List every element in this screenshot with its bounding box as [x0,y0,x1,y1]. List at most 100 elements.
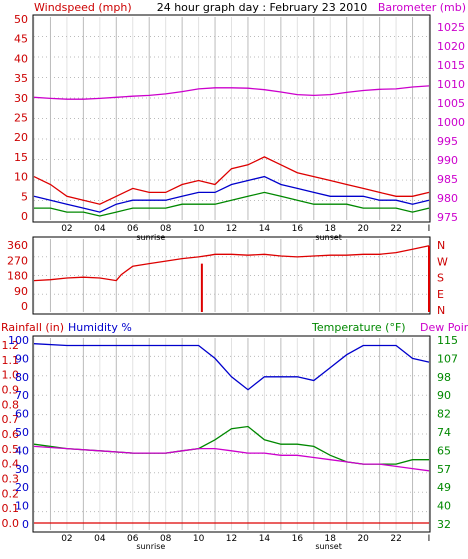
wind-x-tick-label: 16 [292,224,304,234]
temperature-tick-label: 82 [437,408,451,421]
compass-label: N [437,304,445,317]
temperature-tick-label: 65 [437,444,451,457]
humidity-tick-label: 20 [15,481,29,494]
sunset-label: sunset [315,542,342,551]
climate-x-tick-label: 08 [160,534,172,544]
humidity-tick-label: 10 [15,500,29,513]
direction-tick-label: 270 [7,254,28,267]
windspeed-tick-label: 40 [14,52,28,65]
humidity-tick-label: 50 [15,426,29,439]
windspeed-avg-line [33,175,430,213]
barometer-axis-label: Barometer (mb) [378,1,466,14]
rainfall-tick-label: 0.3 [2,473,20,486]
wind-direction-line [33,245,430,282]
humidity-line [33,343,430,391]
rainfall-tick-label: 0.9 [2,384,20,397]
wind-end-tick: I [428,224,431,234]
windspeed-tick-label: 50 [14,13,28,26]
wind-x-tick-label: 22 [390,224,401,234]
rainfall-tick-label: 0.0 [2,517,20,530]
barometer-tick-label: 980 [437,192,458,205]
climate-x-tick-label: 04 [94,534,106,544]
rainfall-axis-label: Rainfall (in) [1,321,64,334]
humidity-tick-label: 80 [15,371,29,384]
rainfall-tick-label: 0.8 [2,398,20,411]
wind-x-tick-label: 14 [259,224,271,234]
climate-x-tick-label: 16 [292,534,304,544]
temperature-tick-label: 49 [437,481,451,494]
barometer-tick-label: 1025 [437,21,465,34]
barometer-tick-label: 995 [437,135,458,148]
compass-label: W [437,255,448,268]
rainfall-tick-label: 1.2 [2,339,20,352]
compass-label: N [437,239,445,252]
chart-title: 24 hour graph day : February 23 2010 [157,1,368,14]
barometer-tick-label: 1000 [437,116,465,129]
windspeed-tick-label: 20 [14,131,28,144]
humidity-tick-label: 90 [15,352,29,365]
climate-x-tick-label: 14 [259,534,271,544]
humidity-tick-label: 0 [22,518,29,531]
climate-x-tick-label: 20 [357,534,369,544]
wind-panel-frame [32,14,431,223]
temperature-axis-label: Temperature (°F) [311,321,406,334]
climate-x-tick-label: 12 [226,534,237,544]
rainfall-tick-label: 0.5 [2,443,20,456]
climate-x-tick-label: 22 [390,534,401,544]
windspeed-tick-label: 35 [14,72,28,85]
direction-tick-label: 360 [7,239,28,252]
wind-x-tick-label: 06 [127,224,139,234]
windspeed-tick-label: 25 [14,112,28,125]
wind-x-tick-label: 20 [357,224,369,234]
rainfall-tick-label: 1.1 [2,354,20,367]
direction-tick-label: 180 [7,270,28,283]
rainfall-tick-label: 0.1 [2,502,20,515]
rainfall-tick-label: 0.2 [2,487,20,500]
direction-tick-label: 90 [14,285,28,298]
sunrise-label: sunrise [136,233,165,242]
temperature-tick-label: 74 [437,426,451,439]
barometer-tick-label: 990 [437,154,458,167]
barometer-line [33,85,430,100]
humidity-tick-label: 100 [8,334,29,347]
barometer-tick-label: 1005 [437,97,465,110]
windspeed-tick-label: 5 [21,190,28,203]
windspeed-min-line [34,191,430,217]
wind-x-tick-label: 02 [61,224,72,234]
rainfall-tick-label: 0.7 [2,413,20,426]
temperature-tick-label: 40 [437,500,451,513]
climate-x-tick-label: 10 [193,534,205,544]
temperature-tick-label: 107 [437,352,458,365]
windspeed-tick-label: 15 [14,151,28,164]
compass-label: S [437,272,444,285]
temperature-tick-label: 90 [437,389,451,402]
climate-x-tick-label: 02 [61,534,72,544]
rainfall-tick-label: 0.6 [2,428,20,441]
sunset-label: sunset [315,233,342,242]
wind-x-tick-label: 04 [94,224,106,234]
windspeed-axis-label: Windspeed (mph) [34,1,132,14]
compass-label: E [437,288,444,301]
barometer-tick-label: 1015 [437,59,465,72]
climate-end-tick: I [428,534,431,544]
windspeed-max-line [33,156,430,205]
barometer-tick-label: 1010 [437,78,465,91]
wind-x-tick-label: 10 [193,224,205,234]
humidity-tick-label: 60 [15,408,29,421]
wind-x-tick-label: 12 [226,224,237,234]
dewpoint-axis-label: Dew Point [420,321,468,334]
temperature-tick-label: 32 [437,518,451,531]
direction-tick-label: 0 [21,300,28,313]
windspeed-tick-label: 30 [14,92,28,105]
windspeed-tick-label: 45 [14,33,28,46]
wind-x-tick-label: 18 [325,224,337,234]
windspeed-tick-label: 0 [21,210,28,223]
barometer-tick-label: 1020 [437,40,465,53]
humidity-tick-label: 70 [15,389,29,402]
temperature-tick-label: 98 [437,371,451,384]
climate-x-tick-label: 18 [325,534,337,544]
temperature-tick-label: 57 [437,463,451,476]
windspeed-tick-label: 10 [14,171,28,184]
dew-point-line [33,445,430,472]
